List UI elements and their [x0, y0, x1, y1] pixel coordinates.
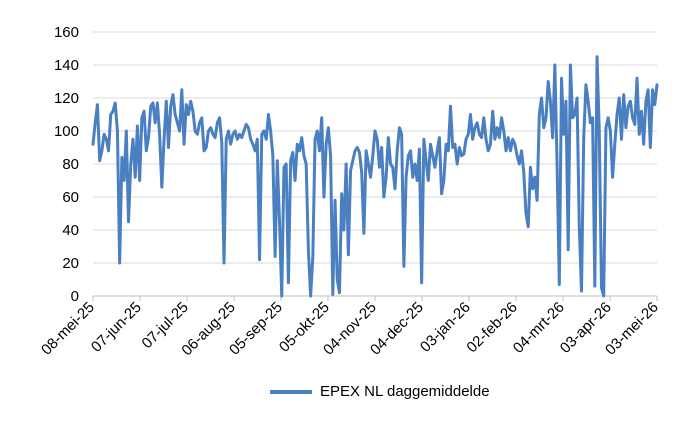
y-tick-label: 120 — [54, 90, 79, 107]
series-line-epex — [91, 55, 659, 298]
y-tick-label: 100 — [54, 123, 79, 140]
x-tick-label: 08-mei-25 — [38, 299, 98, 359]
y-tick-labels: 0 20 40 60 80 100 120 140 160 — [54, 24, 79, 305]
legend-label: EPEX NL daggemiddelde — [320, 383, 490, 400]
axes — [92, 295, 658, 301]
y-tick-label: 160 — [54, 24, 79, 41]
y-tick-label: 80 — [62, 156, 79, 173]
y-tick-label: 40 — [62, 222, 79, 239]
legend: EPEX NL daggemiddelde — [270, 383, 490, 400]
series-layer — [91, 55, 659, 298]
y-tick-label: 20 — [62, 255, 79, 272]
legend-swatch — [270, 389, 312, 394]
x-tick-label: 07-jun-25 — [88, 299, 145, 356]
y-tick-label: 0 — [71, 288, 79, 305]
y-tick-label: 140 — [54, 57, 79, 74]
x-tick-labels: 08-mei-2507-jun-2507-jul-2506-aug-2505-s… — [38, 299, 662, 359]
y-tick-label: 60 — [62, 189, 79, 206]
